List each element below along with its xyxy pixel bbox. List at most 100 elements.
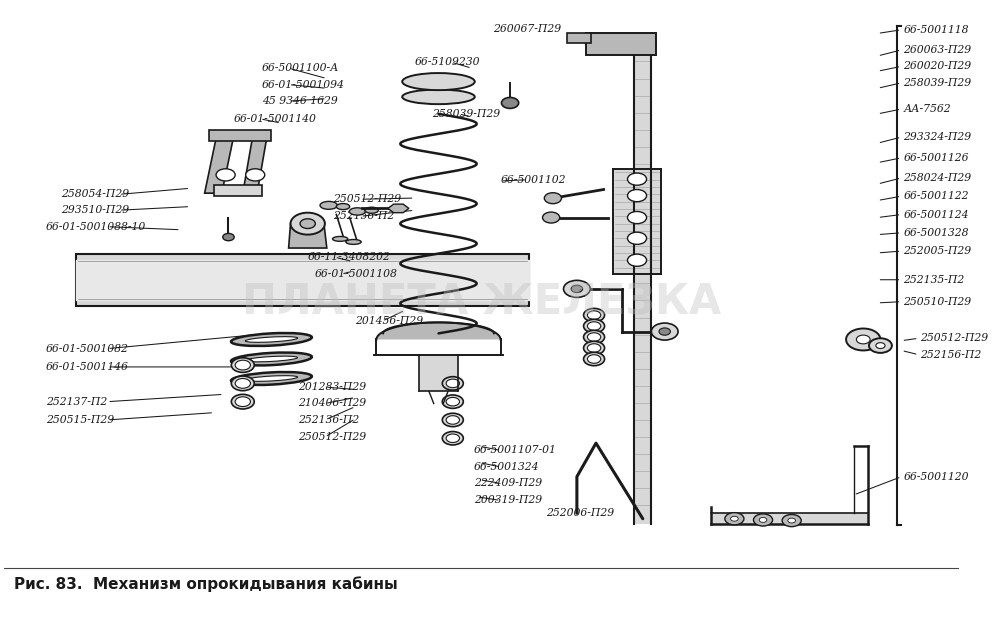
Circle shape (235, 360, 250, 370)
Ellipse shape (346, 240, 361, 244)
Text: 250515-П29: 250515-П29 (46, 415, 114, 425)
Text: 252006-П29: 252006-П29 (546, 508, 614, 519)
Ellipse shape (231, 333, 312, 346)
Text: 222409-П29: 222409-П29 (474, 478, 542, 488)
Circle shape (651, 323, 678, 340)
Circle shape (235, 378, 250, 388)
Text: 66-5001122: 66-5001122 (903, 191, 969, 201)
Text: 66-01-5001088-10: 66-01-5001088-10 (46, 222, 146, 232)
Text: 201456-П29: 201456-П29 (355, 316, 424, 326)
Polygon shape (567, 33, 591, 43)
Ellipse shape (584, 352, 605, 366)
Circle shape (587, 322, 601, 331)
Ellipse shape (584, 341, 605, 355)
Ellipse shape (231, 376, 254, 391)
Circle shape (753, 514, 773, 526)
Ellipse shape (336, 203, 350, 210)
Circle shape (788, 518, 795, 523)
Ellipse shape (231, 358, 254, 373)
Circle shape (627, 232, 647, 244)
Circle shape (587, 332, 601, 341)
Text: 210406-П29: 210406-П29 (298, 399, 366, 408)
Ellipse shape (584, 308, 605, 322)
Polygon shape (376, 323, 501, 339)
Circle shape (731, 516, 738, 521)
Text: 258039-П29: 258039-П29 (903, 78, 971, 88)
Text: 66-5001107-01: 66-5001107-01 (474, 446, 557, 455)
Circle shape (446, 379, 459, 387)
Text: АА-7562: АА-7562 (903, 104, 951, 114)
Text: 260020-П29: 260020-П29 (903, 61, 971, 71)
Text: 66-5001328: 66-5001328 (903, 228, 969, 238)
Ellipse shape (442, 431, 463, 445)
Circle shape (291, 213, 325, 235)
Text: 252136-П2: 252136-П2 (298, 415, 359, 425)
Text: 66-11-3408202: 66-11-3408202 (308, 252, 391, 262)
Polygon shape (388, 204, 409, 213)
Ellipse shape (442, 395, 463, 408)
Text: 258054-П29: 258054-П29 (61, 189, 130, 200)
Ellipse shape (333, 237, 348, 241)
Ellipse shape (320, 201, 337, 210)
Ellipse shape (869, 338, 892, 353)
Circle shape (587, 311, 601, 320)
Circle shape (235, 397, 250, 407)
Polygon shape (586, 33, 656, 55)
Circle shape (300, 219, 315, 229)
Circle shape (627, 173, 647, 185)
Ellipse shape (231, 394, 254, 409)
Polygon shape (711, 512, 868, 523)
Circle shape (446, 397, 459, 406)
Text: 66-01-5001146: 66-01-5001146 (46, 362, 129, 372)
Text: 252156-П2: 252156-П2 (921, 350, 982, 360)
Circle shape (587, 355, 601, 363)
Ellipse shape (402, 73, 475, 90)
Text: 252156-П2: 252156-П2 (333, 211, 395, 221)
Text: 252135-П2: 252135-П2 (903, 275, 965, 285)
Text: 250510-П29: 250510-П29 (903, 297, 971, 307)
Text: 66-5001102: 66-5001102 (501, 175, 566, 185)
Polygon shape (289, 224, 327, 248)
Circle shape (223, 234, 234, 241)
Ellipse shape (231, 352, 312, 365)
Circle shape (627, 190, 647, 201)
Ellipse shape (245, 376, 298, 381)
Ellipse shape (245, 356, 298, 362)
Ellipse shape (231, 372, 312, 385)
Text: 66-01-5001140: 66-01-5001140 (233, 114, 316, 124)
Polygon shape (243, 138, 267, 193)
Text: 252005-П29: 252005-П29 (903, 246, 971, 256)
Text: 66-01-5001108: 66-01-5001108 (314, 269, 397, 279)
Polygon shape (383, 323, 494, 333)
Text: 260067-П29: 260067-П29 (493, 23, 561, 33)
Text: 250512-П29: 250512-П29 (298, 432, 366, 442)
Ellipse shape (402, 90, 475, 104)
Circle shape (216, 169, 235, 181)
Circle shape (759, 517, 767, 522)
Circle shape (782, 514, 801, 527)
Text: 201283-П29: 201283-П29 (298, 382, 366, 392)
Text: 260063-П29: 260063-П29 (903, 45, 971, 55)
Ellipse shape (245, 337, 298, 342)
Text: 293324-П29: 293324-П29 (903, 132, 971, 142)
Circle shape (876, 342, 885, 349)
Ellipse shape (501, 98, 519, 108)
Text: 258024-П29: 258024-П29 (903, 173, 971, 183)
Circle shape (659, 328, 670, 335)
Ellipse shape (584, 331, 605, 344)
Text: 66-5001120: 66-5001120 (903, 472, 969, 481)
Polygon shape (214, 185, 262, 196)
Ellipse shape (365, 207, 378, 213)
Text: 66-5001126: 66-5001126 (903, 153, 969, 163)
Text: 66-01-5001082: 66-01-5001082 (46, 344, 129, 353)
Text: 258039-П29: 258039-П29 (432, 109, 500, 119)
Text: 66-5109230: 66-5109230 (415, 57, 480, 67)
Circle shape (446, 434, 459, 442)
Text: 200319-П29: 200319-П29 (474, 496, 542, 506)
Polygon shape (205, 138, 233, 193)
Circle shape (627, 254, 647, 266)
Polygon shape (613, 169, 661, 274)
Text: 66-5001118: 66-5001118 (903, 25, 969, 35)
Circle shape (587, 344, 601, 352)
Circle shape (564, 281, 590, 297)
